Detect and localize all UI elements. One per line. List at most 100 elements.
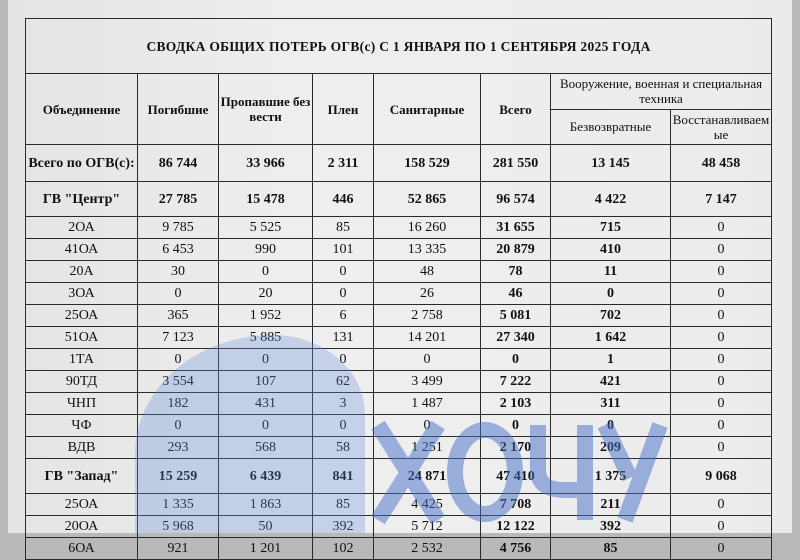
cell-irrecoverable: 0 bbox=[550, 414, 671, 437]
cell-unit: ЧФ bbox=[25, 414, 138, 437]
cell-irrecoverable: 715 bbox=[550, 216, 671, 239]
table-row: 6ОА 921 1 201 102 2 532 4 756 85 0 bbox=[25, 537, 773, 560]
cell-missing: 5 885 bbox=[218, 326, 313, 349]
cell-missing: 1 952 bbox=[218, 304, 313, 327]
cell-irrecoverable: 702 bbox=[550, 304, 671, 327]
group-row: ГВ "Запад" 15 259 6 439 841 24 871 47 410 1 37… bbox=[25, 458, 773, 494]
cell-irrecoverable: 311 bbox=[550, 392, 671, 415]
cell-unit: ГВ "Центр" bbox=[25, 181, 138, 217]
cell-unit: 6ОА bbox=[25, 537, 138, 560]
cell-total: 7 222 bbox=[480, 370, 551, 393]
cell-total: 27 340 bbox=[480, 326, 551, 349]
cell-sanitary: 52 865 bbox=[373, 181, 481, 217]
cell-sanitary: 2 532 bbox=[373, 537, 481, 560]
cell-unit: 1ТА bbox=[25, 348, 138, 371]
cell-total: 281 550 bbox=[480, 144, 551, 182]
table-row: 25ОА 1 335 1 863 85 4 425 7 708 211 0 bbox=[25, 493, 773, 516]
cell-total: 47 410 bbox=[480, 458, 551, 494]
header-captured: Плен bbox=[312, 73, 374, 145]
cell-killed: 3 554 bbox=[137, 370, 219, 393]
cell-total: 2 170 bbox=[480, 436, 551, 459]
cell-unit: 20ОА bbox=[25, 515, 138, 538]
cell-sanitary: 4 425 bbox=[373, 493, 481, 516]
cell-killed: 921 bbox=[137, 537, 219, 560]
header-equipment: Вооружение, военная и специальная техник… bbox=[549, 73, 773, 110]
cell-missing: 568 bbox=[218, 436, 313, 459]
cell-unit: 2ОА bbox=[25, 216, 138, 239]
cell-killed: 1 335 bbox=[137, 493, 219, 516]
cell-captured: 102 bbox=[312, 537, 374, 560]
cell-sanitary: 1 487 bbox=[373, 392, 481, 415]
header-total: Всего bbox=[480, 73, 551, 145]
cell-captured: 85 bbox=[312, 493, 374, 516]
cell-recoverable: 7 147 bbox=[669, 181, 773, 217]
cell-recoverable: 0 bbox=[669, 304, 773, 327]
cell-missing: 33 966 bbox=[218, 144, 313, 182]
cell-recoverable: 0 bbox=[669, 282, 773, 305]
total-row: Всего по ОГВ(с): 86 744 33 966 2 311 158 529… bbox=[25, 144, 773, 182]
cell-irrecoverable: 392 bbox=[550, 515, 671, 538]
cell-captured: 101 bbox=[312, 238, 374, 261]
table-row: 41ОА 6 453 990 101 13 335 20 879 410 0 bbox=[25, 238, 773, 261]
cell-killed: 86 744 bbox=[137, 144, 219, 182]
cell-irrecoverable: 421 bbox=[550, 370, 671, 393]
cell-recoverable: 0 bbox=[669, 370, 773, 393]
cell-captured: 0 bbox=[312, 282, 374, 305]
cell-irrecoverable: 11 bbox=[550, 260, 671, 283]
cell-captured: 841 bbox=[312, 458, 374, 494]
table-row: ЧНП 182 431 3 1 487 2 103 311 0 bbox=[25, 392, 773, 415]
table-row: 25ОА 365 1 952 6 2 758 5 081 702 0 bbox=[25, 304, 773, 327]
cell-total: 5 081 bbox=[480, 304, 551, 327]
cell-missing: 50 bbox=[218, 515, 313, 538]
cell-killed: 293 bbox=[137, 436, 219, 459]
cell-total: 2 103 bbox=[480, 392, 551, 415]
cell-unit: ГВ "Запад" bbox=[25, 458, 138, 494]
cell-killed: 6 453 bbox=[137, 238, 219, 261]
cell-missing: 1 863 bbox=[218, 493, 313, 516]
cell-recoverable: 0 bbox=[669, 260, 773, 283]
cell-captured: 131 bbox=[312, 326, 374, 349]
cell-sanitary: 0 bbox=[373, 348, 481, 371]
cell-missing: 15 478 bbox=[218, 181, 313, 217]
cell-unit: 3ОА bbox=[25, 282, 138, 305]
cell-irrecoverable: 410 bbox=[550, 238, 671, 261]
cell-killed: 0 bbox=[137, 348, 219, 371]
cell-sanitary: 16 260 bbox=[373, 216, 481, 239]
losses-table: СВОДКА ОБЩИХ ПОТЕРЬ ОГВ(с) С 1 ЯНВАРЯ ПО… bbox=[24, 18, 773, 560]
cell-total: 0 bbox=[480, 348, 551, 371]
cell-captured: 446 bbox=[312, 181, 374, 217]
cell-unit: 51ОА bbox=[25, 326, 138, 349]
cell-missing: 5 525 bbox=[218, 216, 313, 239]
cell-recoverable: 0 bbox=[669, 348, 773, 371]
table-row: ЧФ 0 0 0 0 0 0 0 bbox=[25, 414, 773, 437]
cell-captured: 3 bbox=[312, 392, 374, 415]
cell-recoverable: 0 bbox=[669, 493, 773, 516]
cell-total: 0 bbox=[480, 414, 551, 437]
header-killed: Погибшие bbox=[137, 73, 219, 145]
cell-missing: 0 bbox=[218, 348, 313, 371]
cell-killed: 27 785 bbox=[137, 181, 219, 217]
cell-unit: Всего по ОГВ(с): bbox=[25, 144, 138, 182]
cell-captured: 85 bbox=[312, 216, 374, 239]
cell-irrecoverable: 4 422 bbox=[550, 181, 671, 217]
header-unit: Объединение bbox=[25, 73, 138, 145]
cell-sanitary: 26 bbox=[373, 282, 481, 305]
cell-captured: 392 bbox=[312, 515, 374, 538]
cell-total: 46 bbox=[480, 282, 551, 305]
cell-captured: 0 bbox=[312, 348, 374, 371]
cell-recoverable: 0 bbox=[669, 414, 773, 437]
table-row: 1ТА 0 0 0 0 0 1 0 bbox=[25, 348, 773, 371]
table-row: 3ОА 0 20 0 26 46 0 0 bbox=[25, 282, 773, 305]
table-row: 20А 30 0 0 48 78 11 0 bbox=[25, 260, 773, 283]
cell-total: 7 708 bbox=[480, 493, 551, 516]
cell-killed: 0 bbox=[137, 414, 219, 437]
cell-missing: 0 bbox=[218, 260, 313, 283]
cell-sanitary: 24 871 bbox=[373, 458, 481, 494]
cell-recoverable: 48 458 bbox=[669, 144, 773, 182]
cell-killed: 9 785 bbox=[137, 216, 219, 239]
cell-recoverable: 9 068 bbox=[669, 458, 773, 494]
cell-killed: 365 bbox=[137, 304, 219, 327]
header-irrecoverable: Безвозвратные bbox=[550, 108, 671, 145]
cell-irrecoverable: 209 bbox=[550, 436, 671, 459]
cell-irrecoverable: 1 bbox=[550, 348, 671, 371]
